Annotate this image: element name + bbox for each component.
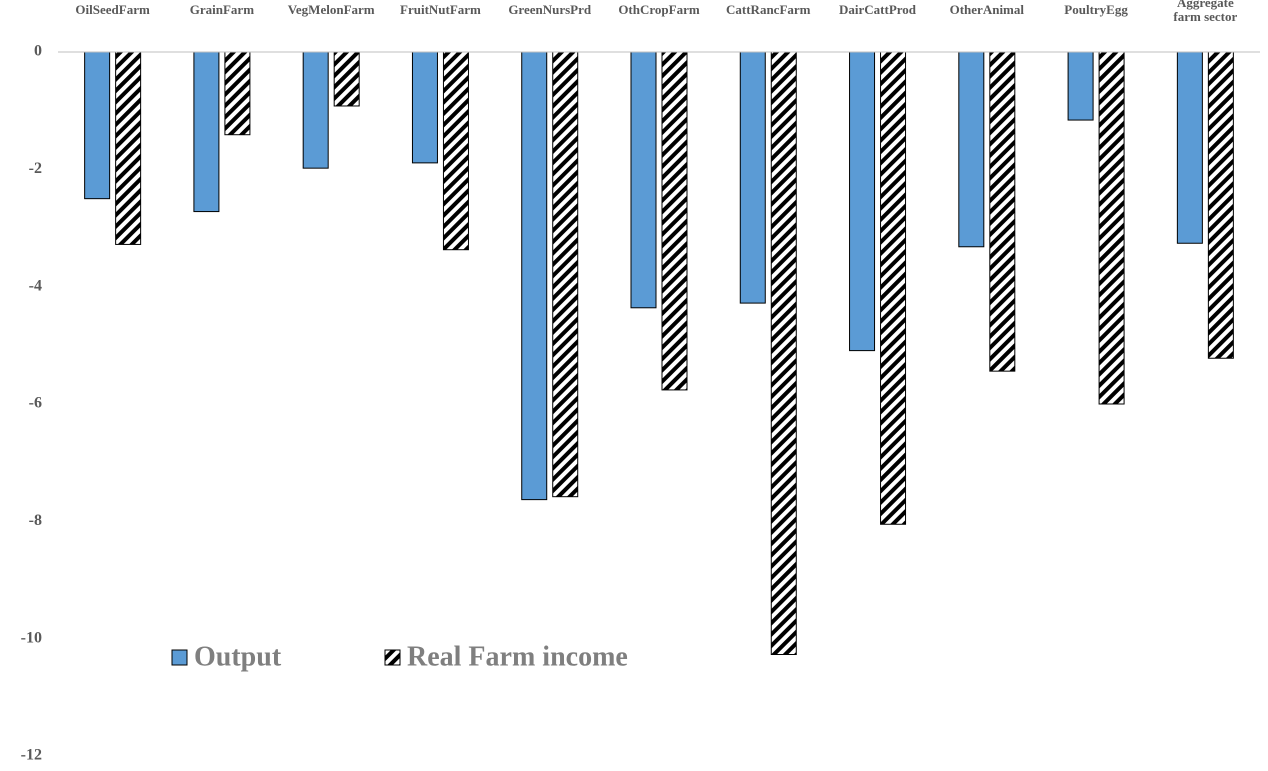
bar [739, 51, 766, 304]
bar [989, 51, 1016, 372]
bar [442, 51, 469, 251]
bar [1176, 51, 1203, 244]
bar [1098, 51, 1125, 405]
bar [849, 51, 876, 352]
legend-label: Real Farm income [407, 641, 628, 672]
y-tick-label: -8 [29, 512, 42, 529]
x-tick-label: Aggregate farm sector [1173, 0, 1238, 24]
bar [880, 51, 907, 525]
bar [224, 51, 251, 136]
bar [115, 51, 142, 245]
legend-label: Output [194, 641, 282, 672]
y-tick-label: 0 [34, 43, 42, 60]
bar [630, 51, 657, 309]
bar [333, 51, 360, 107]
bar [193, 51, 220, 213]
x-tick-label: GrainFarm [189, 2, 255, 17]
x-tick-label: PoultryEgg [1064, 2, 1128, 17]
x-tick-label: DairCattProd [839, 2, 917, 17]
x-tick-label: GreenNursPrd [508, 2, 592, 17]
bar [84, 51, 111, 200]
y-tick-label: -2 [29, 160, 42, 177]
bar [302, 51, 329, 169]
legend-swatch [384, 649, 401, 666]
bar [770, 51, 797, 656]
y-tick-label: -6 [29, 395, 42, 412]
bar [1067, 51, 1094, 121]
x-tick-label: VegMelonFarm [287, 2, 375, 17]
bar [552, 51, 579, 498]
bar [661, 51, 688, 391]
x-tick-label: FruitNutFarm [400, 2, 481, 17]
x-tick-label: CattRancFarm [726, 2, 811, 17]
x-tick-label: OilSeedFarm [75, 2, 150, 17]
bar [958, 51, 985, 248]
y-tick-label: -4 [29, 277, 42, 294]
y-tick-label: -10 [21, 629, 42, 646]
bar [1207, 51, 1234, 359]
bar [521, 51, 548, 501]
y-tick-label: -12 [21, 747, 42, 764]
bar [411, 51, 438, 164]
x-tick-label: OtherAnimal [949, 2, 1024, 17]
legend-swatch [171, 649, 188, 666]
x-tick-label: OthCropFarm [618, 2, 700, 17]
